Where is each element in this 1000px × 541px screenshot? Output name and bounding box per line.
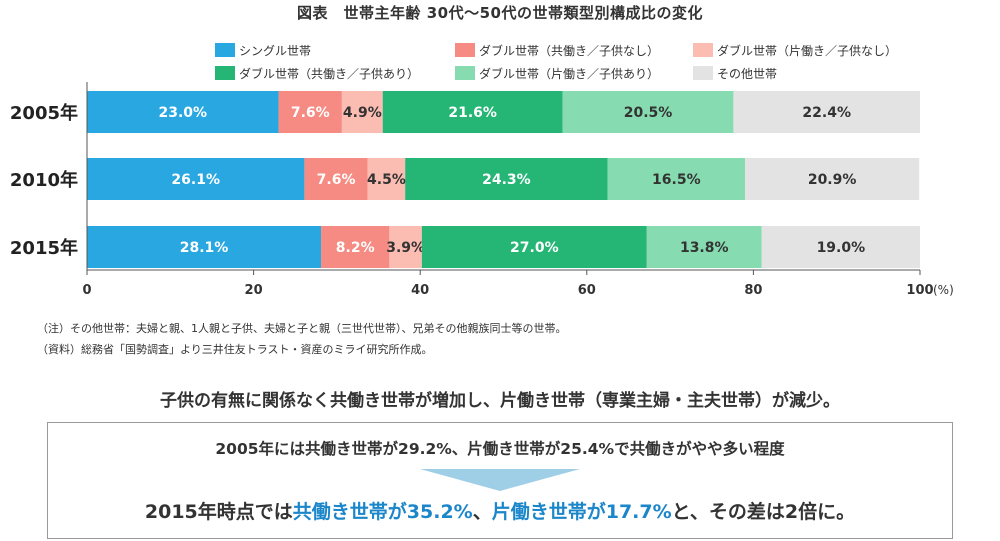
bar-segment-single (87, 158, 305, 200)
data-label: 8.2% (336, 240, 375, 256)
data-label: 16.5% (652, 172, 701, 188)
legend-label: シングル世帯 (239, 43, 312, 58)
summary-2015-suffix: と、その差は2倍に。 (671, 501, 856, 523)
bar-segment-single (87, 91, 279, 133)
stacked-bar-chart: 23.0% 7.6% 4.9% 21.6% 20.5% 22.4% 2005年 26.1% 7.… (10, 82, 954, 298)
data-label: 13.8% (680, 240, 729, 256)
data-label: 26.1% (171, 172, 220, 188)
bar-segment-double-both-kids (382, 91, 563, 133)
x-axis-unit: (%) (933, 283, 954, 297)
x-tick-label: 60 (578, 283, 596, 298)
legend-item-double-both-kids: ダブル世帯（共働き／子供あり） (215, 65, 419, 81)
summary-box: 2005年には共働き世帯が29.2%、片働き世帯が25.4%で共働きがやや多い程… (47, 422, 953, 539)
bar-segment-double-one-nokids (389, 226, 422, 268)
bar-segment-double-both-kids (421, 226, 647, 268)
summary-single-income-share: 片働き世帯が17.7% (491, 501, 672, 523)
legend-label: ダブル世帯（片働き／子供あり） (479, 66, 660, 81)
data-label: 24.3% (482, 172, 531, 188)
bar-segment-double-one-kids (607, 158, 746, 200)
summary-2005: 2005年には共働き世帯が29.2%、片働き世帯が25.4%で共働きがやや多い程… (215, 440, 785, 458)
data-label: 22.4% (802, 105, 851, 121)
data-label: 20.9% (808, 172, 857, 188)
bar-segment-double-one-kids (562, 91, 734, 133)
data-label: 23.0% (159, 105, 208, 121)
x-tick-label: 40 (411, 283, 429, 298)
down-arrow-icon (420, 469, 580, 491)
summary-2015-prefix: 2015年時点では (144, 501, 293, 523)
legend-label: その他世帯 (717, 66, 778, 81)
note-other-households: （注）その他世帯：夫婦と親、1人親と子供、夫婦と子と親（三世代世帯）、兄弟その他… (37, 322, 567, 335)
data-label: 20.5% (624, 105, 673, 121)
x-tick-label: 100 (906, 283, 933, 298)
legend-item-double-both-nokids: ダブル世帯（共働き／子供なし） (455, 42, 659, 58)
bar-segment-double-one-nokids (341, 91, 383, 133)
summary-dual-income-share: 共働き世帯が35.2% (292, 501, 473, 523)
legend-item-double-one-kids: ダブル世帯（片働き／子供あり） (455, 65, 659, 81)
data-label: 4.5% (367, 172, 406, 188)
legend-item-other: その他世帯 (693, 65, 777, 81)
legend-item-single: シングル世帯 (215, 42, 311, 58)
legend-label: ダブル世帯（片働き／子供なし） (717, 43, 898, 58)
bar-segment-other (761, 226, 920, 268)
bar-segment-double-one-nokids (367, 158, 406, 200)
legend-swatch-other (693, 66, 713, 80)
summary-headline: 子供の有無に関係なく共働き世帯が増加し、片働き世帯（専業主婦・主夫世帯）が減少。 (160, 391, 840, 411)
bar-segment-other (733, 91, 920, 133)
note-source: （資料）総務省「国勢調査」より三井住友トラスト・資産のミライ研究所作成。 (37, 343, 433, 356)
bar-segment-double-both-nokids (278, 91, 342, 133)
summary-2015-separator: 、 (472, 501, 492, 523)
data-label: 27.0% (510, 240, 559, 256)
legend-swatch-single (215, 43, 235, 57)
legend-swatch-double-one-nokids (693, 43, 713, 57)
x-tick-label: 80 (744, 283, 762, 298)
chart-title: 図表 世帯主年齢 30代～50代の世帯類型別構成比の変化 (297, 4, 703, 22)
summary-2015: 2015年時点では共働き世帯が35.2%、片働き世帯が17.7%と、その差は2倍… (48, 497, 952, 524)
x-tick-label: 20 (245, 283, 263, 298)
data-label: 21.6% (448, 105, 497, 121)
legend-label: ダブル世帯（共働き／子供あり） (239, 66, 420, 81)
category-label: 2005年 (10, 102, 78, 124)
data-label: 28.1% (180, 240, 229, 256)
data-label: 3.9% (386, 240, 425, 256)
bar-segment-double-both-nokids (304, 158, 368, 200)
category-label: 2015年 (10, 237, 78, 259)
legend-item-double-one-nokids: ダブル世帯（片働き／子供なし） (693, 42, 897, 58)
bar-segment-double-both-kids (405, 158, 608, 200)
data-label: 7.6% (317, 172, 356, 188)
legend-swatch-double-one-kids (455, 66, 475, 80)
category-label: 2010年 (10, 169, 78, 191)
legend-label: ダブル世帯（共働き／子供なし） (479, 43, 660, 58)
data-label: 19.0% (817, 240, 866, 256)
legend-swatch-double-both-nokids (455, 43, 475, 57)
legend-swatch-double-both-kids (215, 66, 235, 80)
data-label: 4.9% (343, 105, 382, 121)
bar-segment-double-one-kids (646, 226, 762, 268)
x-tick-label: 0 (82, 283, 91, 298)
data-label: 7.6% (291, 105, 330, 121)
bar-segment-other (745, 158, 920, 200)
bar-segment-single (87, 226, 322, 268)
bar-segment-double-both-nokids (321, 226, 390, 268)
